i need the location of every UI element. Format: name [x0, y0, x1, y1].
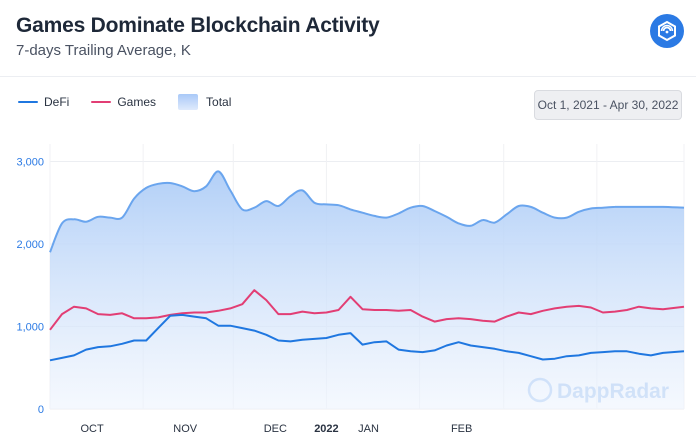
chart-legend: DeFi Games Total	[18, 94, 253, 110]
chart-subtitle: 7-days Trailing Average, K	[16, 42, 191, 59]
series-lines	[49, 289, 685, 362]
legend-item-total[interactable]: Total	[178, 94, 231, 110]
y-tick-label: 3,000	[16, 157, 44, 169]
x-tick-label: 2022	[314, 423, 338, 435]
defi-line-swatch	[18, 101, 38, 103]
legend-item-defi[interactable]: DeFi	[18, 95, 69, 109]
y-tick-label: 1,000	[16, 322, 44, 334]
watermark: DappRadar	[527, 377, 669, 403]
total-area-swatch	[178, 94, 199, 110]
x-tick-label: JAN	[358, 423, 379, 435]
dappradar-logo-icon	[650, 14, 684, 48]
y-tick-label: 0	[38, 404, 44, 416]
total-area-fill	[50, 171, 684, 409]
defi-series-line[interactable]	[49, 313, 685, 362]
legend-label-games: Games	[117, 95, 157, 109]
watermark-text: DappRadar	[557, 380, 669, 403]
total-area-layer	[49, 170, 685, 409]
games-series-line[interactable]	[49, 289, 685, 331]
y-axis-ticks: 0 1,000 2,000 3,000	[16, 157, 44, 417]
chart-title: Games Dominate Blockchain Activity	[16, 14, 380, 37]
date-range-button[interactable]: Oct 1, 2021 - Apr 30, 2022	[534, 90, 682, 120]
games-line-swatch	[91, 101, 112, 103]
legend-item-games[interactable]: Games	[91, 95, 156, 109]
watermark-logo-icon	[527, 377, 553, 403]
total-series-line[interactable]	[49, 170, 685, 253]
legend-label-defi: DeFi	[44, 95, 70, 109]
x-tick-label: OCT	[80, 423, 104, 435]
x-tick-label: FEB	[451, 423, 472, 435]
header-divider	[0, 76, 696, 77]
y-tick-label: 2,000	[16, 239, 44, 251]
x-tick-label: NOV	[173, 423, 198, 435]
legend-label-total: Total	[206, 95, 232, 109]
x-tick-label: DEC	[264, 423, 287, 435]
x-axis-ticks: OCT NOV DEC 2022 JAN FEB	[80, 423, 472, 435]
